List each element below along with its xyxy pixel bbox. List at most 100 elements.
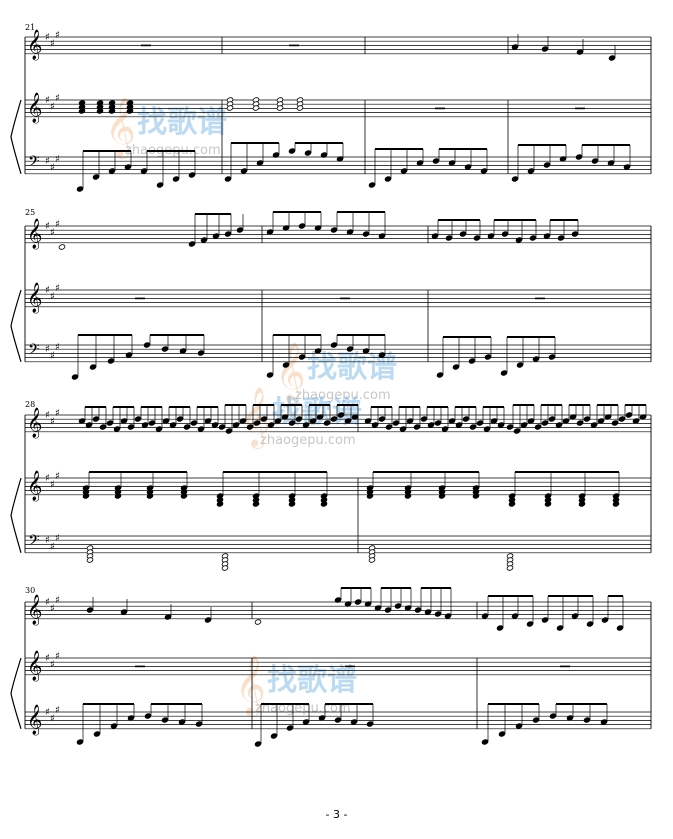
note-head: [480, 168, 488, 174]
note-head: [178, 719, 186, 725]
note-head: [527, 168, 535, 174]
watermark-brand: 找歌谱: [137, 105, 227, 140]
note-head: [549, 713, 557, 719]
watermark-clef-icon: 𝄞: [235, 655, 266, 717]
note-head: [92, 416, 100, 422]
treble-clef-icon: 𝄞: [27, 218, 42, 250]
note-head: [288, 501, 296, 507]
treble-clef-icon: 𝄞: [27, 92, 42, 124]
note-head: [110, 723, 118, 729]
sharp-sign-icon: ♯: [55, 705, 60, 716]
staff-layer: 𝄞 ♯♯♯𝄞 ♯♯♯𝄢 ♯♯♯𝄞 ♯♯♯𝄞 ♯♯♯𝄢 ♯♯♯𝄞 ♯♯♯𝄞 ♯♯♯𝄢 ♯♯♯𝄞 ♯♯♯…: [10, 29, 652, 736]
note-head: [459, 231, 467, 237]
note-head: [216, 501, 224, 507]
note-head: [96, 108, 104, 114]
note-head: [541, 420, 549, 426]
note-head: [76, 739, 84, 745]
note-head: [583, 717, 591, 723]
sharp-sign-icon: ♯: [50, 163, 55, 174]
note-head: [618, 416, 626, 422]
sharp-sign-icon: ♯: [55, 471, 60, 482]
note-head: [511, 44, 519, 50]
note-head: [58, 244, 66, 250]
note-head: [224, 231, 232, 237]
bass-clef-icon: 𝄢: [28, 532, 40, 553]
sharp-sign-icon: ♯: [55, 408, 60, 419]
note-head: [432, 158, 440, 164]
brace-icon: [10, 477, 22, 553]
treble-clef-icon: 𝄞: [27, 650, 42, 682]
note-head: [296, 105, 304, 111]
note-head: [511, 613, 519, 619]
sharp-sign-icon: ♯: [45, 221, 50, 232]
sharp-sign-icon: ♯: [50, 227, 55, 238]
note-head: [86, 557, 94, 563]
measure-number-21: 21: [25, 23, 35, 32]
note-head: [455, 422, 463, 428]
note-head: [334, 717, 342, 723]
note-head: [436, 372, 444, 378]
note-head: [85, 422, 93, 428]
note-head: [500, 370, 508, 376]
note-head: [99, 424, 107, 430]
note-head: [464, 164, 472, 170]
note-head: [354, 599, 362, 605]
note-head: [330, 227, 338, 233]
treble-clef-icon: 𝄞: [27, 470, 42, 502]
note-head: [600, 719, 608, 725]
note-head: [252, 501, 260, 507]
sharp-sign-icon: ♯: [55, 342, 60, 353]
sharp-sign-icon: ♯: [45, 95, 50, 106]
measure-number-25: 25: [25, 208, 35, 217]
note-head: [575, 154, 583, 160]
note-head: [320, 501, 328, 507]
page-number: - 3 -: [325, 808, 348, 821]
treble-clef-icon: 𝄞: [27, 29, 42, 61]
note-head: [266, 372, 274, 378]
note-head: [143, 342, 151, 348]
note-head: [608, 55, 616, 61]
sharp-sign-icon: ♯: [45, 285, 50, 296]
note-head: [611, 420, 619, 426]
note-head: [161, 346, 169, 352]
note-head: [623, 164, 631, 170]
note-head: [106, 420, 114, 426]
note-head: [169, 422, 177, 428]
note-head: [225, 428, 233, 434]
note-head: [254, 619, 262, 625]
note-head: [172, 176, 180, 182]
note-head: [92, 174, 100, 180]
sharp-sign-icon: ♯: [45, 156, 50, 167]
note-head: [586, 621, 594, 627]
note-head: [434, 420, 442, 426]
note-head: [125, 352, 133, 358]
sharp-sign-icon: ♯: [50, 351, 55, 362]
note-head: [141, 422, 149, 428]
note-head: [431, 233, 439, 239]
note-head: [532, 717, 540, 723]
note-head: [108, 168, 116, 174]
note-head: [481, 613, 489, 619]
treble-clef-icon: 𝄞: [27, 407, 42, 439]
note-head: [413, 424, 421, 430]
note-head: [625, 412, 633, 418]
note-head: [534, 424, 542, 430]
note-head: [476, 420, 484, 426]
note-head: [544, 501, 552, 507]
note-head: [516, 362, 524, 368]
note-head: [188, 172, 196, 178]
note-head: [140, 168, 148, 174]
note-head: [120, 609, 128, 615]
note-head: [557, 235, 565, 241]
sharp-sign-icon: ♯: [55, 533, 60, 544]
note-head: [232, 422, 240, 428]
note-head: [508, 501, 516, 507]
note-head: [378, 416, 386, 422]
measure-number-layer: 21 25 28 30: [25, 23, 35, 595]
note-head: [441, 426, 449, 432]
note-head: [541, 617, 549, 623]
note-head: [211, 422, 219, 428]
note-head: [515, 237, 523, 243]
note-head: [399, 426, 407, 432]
